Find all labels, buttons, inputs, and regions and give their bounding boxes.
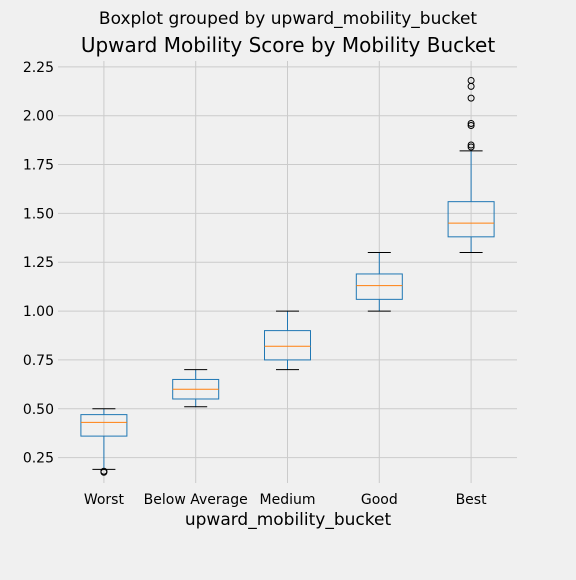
y-tick-label: 0.25 — [23, 451, 54, 467]
iqr-box — [264, 330, 311, 361]
box-good — [355, 251, 403, 312]
y-tick-label: 1.75 — [23, 158, 54, 174]
y-tick-labels: 0.25 0.50 0.75 1.00 1.25 1.50 1.75 2.00 2.25 — [23, 60, 54, 467]
x-tick-labels: Worst Below Average Medium Good Best — [84, 492, 487, 508]
outlier-point — [467, 77, 475, 85]
y-tick-label: 2.00 — [23, 109, 54, 125]
x-tick-label: Below Average — [144, 492, 248, 508]
outlier-point — [467, 121, 475, 129]
figure-suptitle: Boxplot grouped by upward_mobility_bucke… — [98, 9, 478, 29]
box-medium — [264, 310, 311, 371]
box-best — [447, 77, 495, 253]
x-tick-label: Worst — [84, 492, 125, 508]
box-below-average — [172, 369, 220, 408]
y-tick-label: 0.75 — [23, 353, 54, 369]
x-axis-label: upward_mobility_bucket — [185, 510, 392, 530]
outlier-point — [467, 143, 475, 151]
outlier-point — [467, 141, 475, 149]
iqr-box — [447, 201, 495, 238]
outlier-point — [467, 120, 475, 128]
y-tick-label: 1.50 — [23, 206, 54, 222]
outlier-point — [467, 94, 475, 102]
iqr-box — [80, 414, 128, 437]
y-tick-label: 1.25 — [23, 255, 54, 271]
y-tick-label: 2.25 — [23, 60, 54, 76]
iqr-box — [355, 273, 403, 300]
x-tick-label: Medium — [260, 492, 316, 508]
x-tick-label: Good — [361, 492, 398, 508]
x-tick-label: Best — [456, 492, 488, 508]
chart-title: Upward Mobility Score by Mobility Bucket — [81, 33, 495, 57]
boxes-layer — [80, 77, 495, 476]
outlier-point — [100, 467, 108, 475]
y-tick-label: 0.50 — [23, 402, 54, 418]
y-tick-label: 1.00 — [23, 304, 54, 320]
box-worst — [80, 408, 128, 476]
